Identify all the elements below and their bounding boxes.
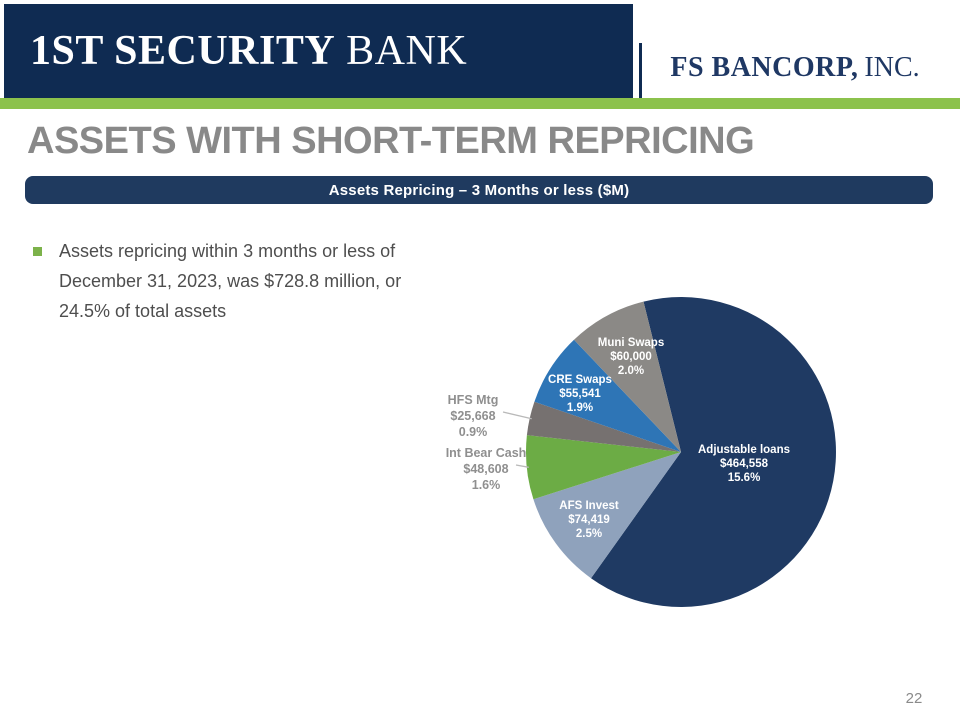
- pie-label-value: $74,419: [568, 514, 610, 526]
- pie-label-hfs-mtg: HFS Mtg $25,668 0.9%: [448, 392, 499, 440]
- page-number: 22: [905, 690, 923, 707]
- pie-label-pct: 2.5%: [575, 528, 603, 540]
- pie-label-name: CRE Swaps: [548, 374, 612, 386]
- bank-logo: 1ST SECURITY BANK: [30, 27, 467, 75]
- pie-slice-hfs-mtg: [526, 401, 681, 452]
- pie-label-name: AFS Invest: [559, 500, 619, 512]
- pie-slice-cre-swaps: [534, 339, 681, 452]
- corp-logo: FS BANCORP, INC.: [645, 52, 945, 84]
- pie-label-name: Adjustable loans: [697, 444, 791, 456]
- pie-label-pct: 15.6%: [727, 472, 761, 484]
- bullet-line: 24.5% of total assets: [59, 301, 227, 321]
- pie-label-value: $48,608: [463, 462, 509, 476]
- pie-label-value: $464,558: [720, 458, 768, 470]
- chart-title-banner: Assets Repricing – 3 Months or less ($M): [25, 176, 933, 204]
- leader-line-hfs-mtg: [502, 411, 532, 420]
- pie-label-cre-swaps: CRE Swaps $55,541 1.9%: [548, 373, 612, 415]
- pie-label-name: HFS Mtg: [447, 393, 499, 407]
- pie-slice-int-bear-cash: [525, 435, 681, 500]
- bank-logo-secondary-text: BANK: [346, 28, 468, 74]
- bank-logo-primary-text: 1ST SECURITY: [30, 28, 336, 74]
- pie-label-pct: 2.0%: [617, 365, 645, 377]
- pie-label-int-bear-cash: Int Bear Cash $48,608 1.6%: [446, 445, 527, 493]
- page-title: ASSETS WITH SHORT-TERM REPRICING: [27, 120, 755, 162]
- pie-label-value: $60,000: [610, 351, 652, 363]
- pie-slice-muni-swaps: [574, 301, 681, 452]
- pie-label-pct: 1.9%: [566, 402, 594, 414]
- bullet-line: Assets repricing within 3 months or less…: [59, 241, 396, 261]
- green-accent-bar: [0, 98, 960, 109]
- pie-label-afs-invest: AFS Invest $74,419 2.5%: [559, 499, 618, 541]
- bullet-marker: [33, 247, 42, 256]
- pie-label-name: Muni Swaps: [597, 337, 665, 349]
- corp-logo-primary-text: FS BANCORP,: [670, 52, 859, 83]
- pie-label-name: Int Bear Cash: [445, 446, 527, 460]
- bullet-line: December 31, 2023, was $728.8 million, o…: [59, 271, 402, 291]
- bullet-text: Assets repricing within 3 months or less…: [59, 236, 401, 326]
- pie-label-adjustable-loans: Adjustable loans $464,558 15.6%: [698, 443, 790, 485]
- bank-logo-block: 1ST SECURITY BANK: [4, 4, 633, 98]
- pie-slice-adjustable-loans: [591, 296, 836, 607]
- pie-label-value: $25,668: [450, 409, 496, 423]
- pie-label-muni-swaps: Muni Swaps $60,000 2.0%: [598, 336, 664, 378]
- pie-label-pct: 1.6%: [471, 478, 501, 492]
- corp-logo-divider: [639, 43, 642, 98]
- corp-logo-secondary-text: INC.: [864, 52, 920, 83]
- pie-label-value: $55,541: [559, 388, 601, 400]
- leader-line-int-bear-cash: [515, 464, 529, 468]
- pie-slice-afs-invest: [533, 452, 681, 579]
- pie-label-pct: 0.9%: [458, 425, 488, 439]
